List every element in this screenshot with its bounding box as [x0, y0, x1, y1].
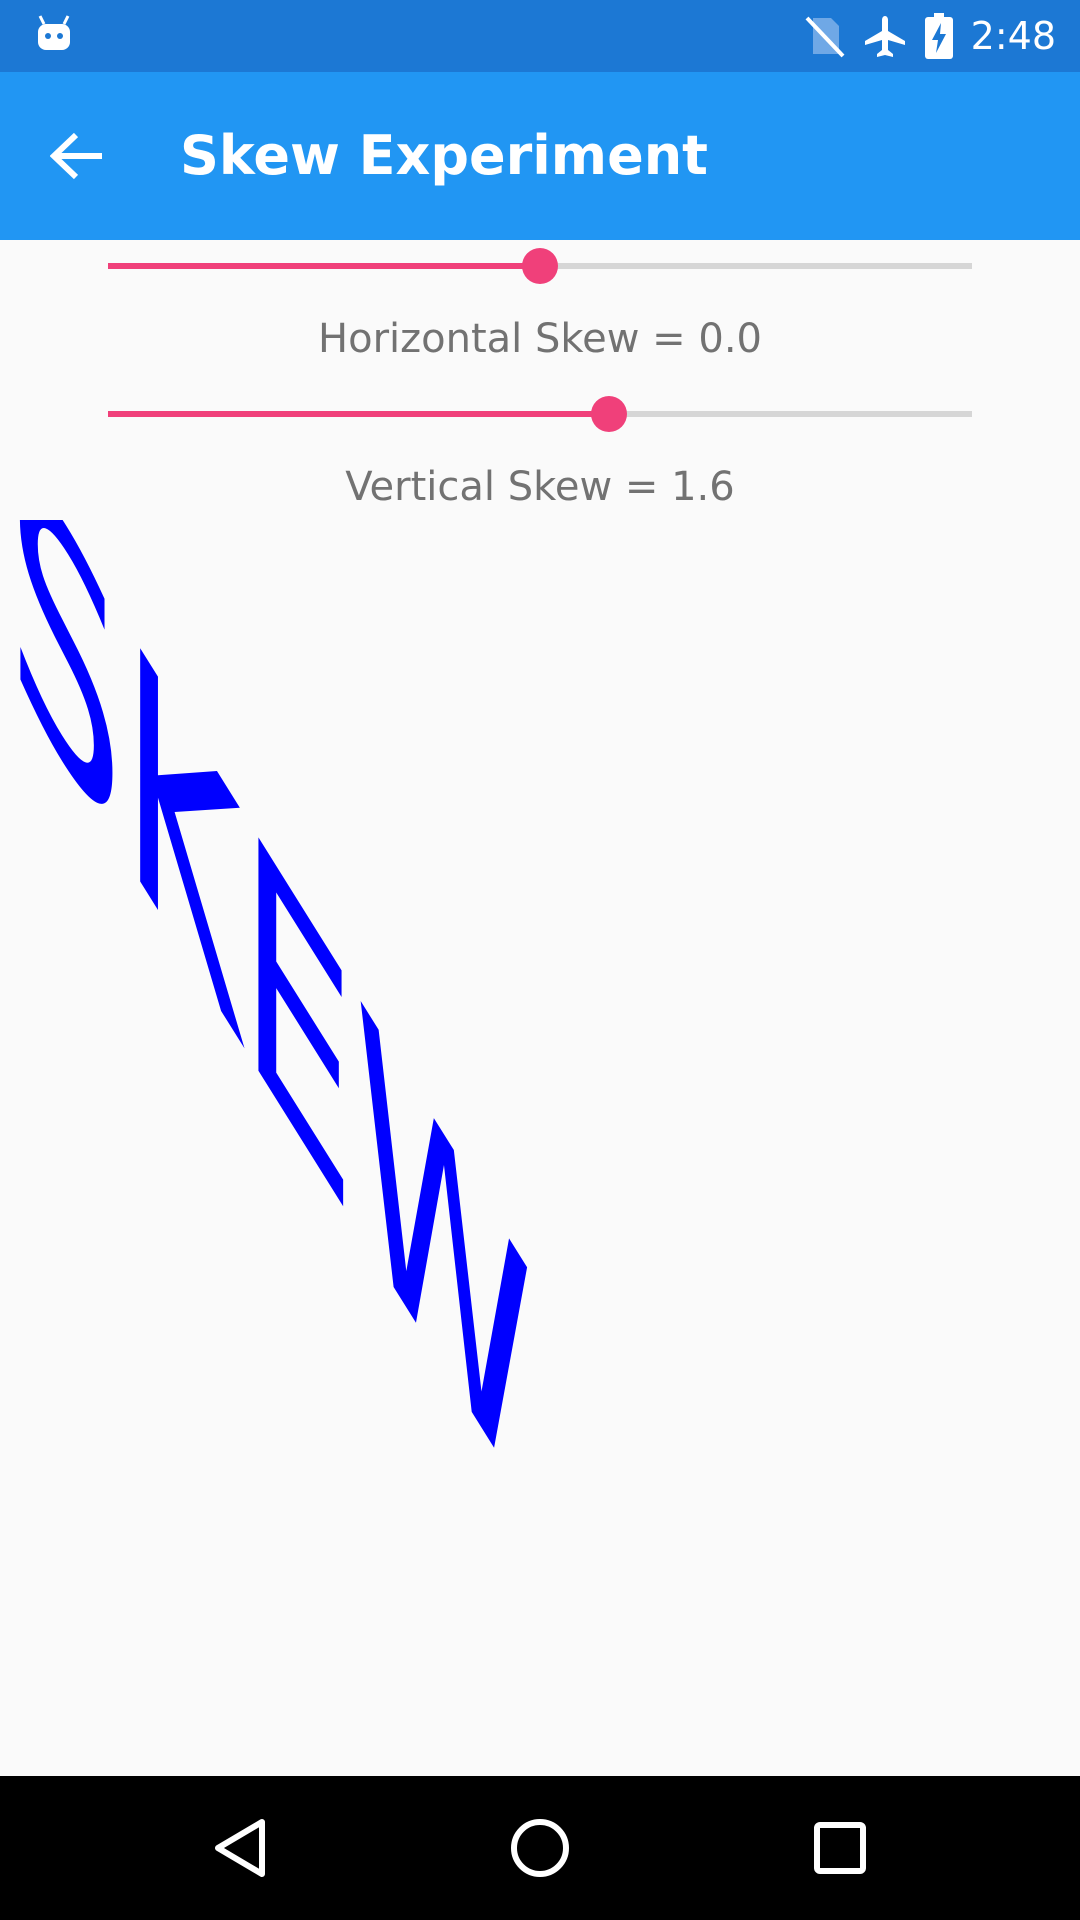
back-triangle-icon — [215, 1819, 265, 1877]
vertical-skew-label: Vertical Skew = 1.6 — [345, 464, 735, 510]
slider-track-fill — [108, 263, 540, 269]
slider-thumb[interactable] — [591, 396, 628, 432]
skewed-text: SKEW — [8, 520, 533, 1585]
back-arrow-icon — [50, 132, 102, 180]
horizontal-skew-slider[interactable] — [108, 236, 972, 296]
battery-charging-icon — [924, 13, 953, 59]
nav-home-button[interactable] — [504, 1812, 576, 1884]
back-button[interactable] — [36, 114, 120, 198]
navigation-bar — [0, 1776, 1080, 1920]
slider-track-fill — [108, 411, 610, 417]
slider-thumb[interactable] — [522, 248, 558, 284]
nav-back-button[interactable] — [204, 1812, 276, 1884]
skew-canvas: SKEW — [8, 520, 533, 1585]
android-debug-icon — [38, 15, 70, 50]
recents-square-icon — [814, 1822, 866, 1874]
horizontal-skew-label: Horizontal Skew = 0.0 — [318, 316, 762, 362]
airplane-mode-icon — [864, 16, 905, 57]
home-circle-icon — [511, 1819, 569, 1877]
vertical-skew-slider[interactable] — [108, 384, 972, 444]
nav-recents-button[interactable] — [804, 1812, 876, 1884]
page-title: Skew Experiment — [180, 124, 708, 187]
status-bar: 2:48 — [0, 0, 1080, 72]
status-time: 2:48 — [970, 14, 1056, 58]
no-sim-icon — [805, 16, 845, 58]
app-bar: Skew Experiment — [0, 72, 1080, 240]
